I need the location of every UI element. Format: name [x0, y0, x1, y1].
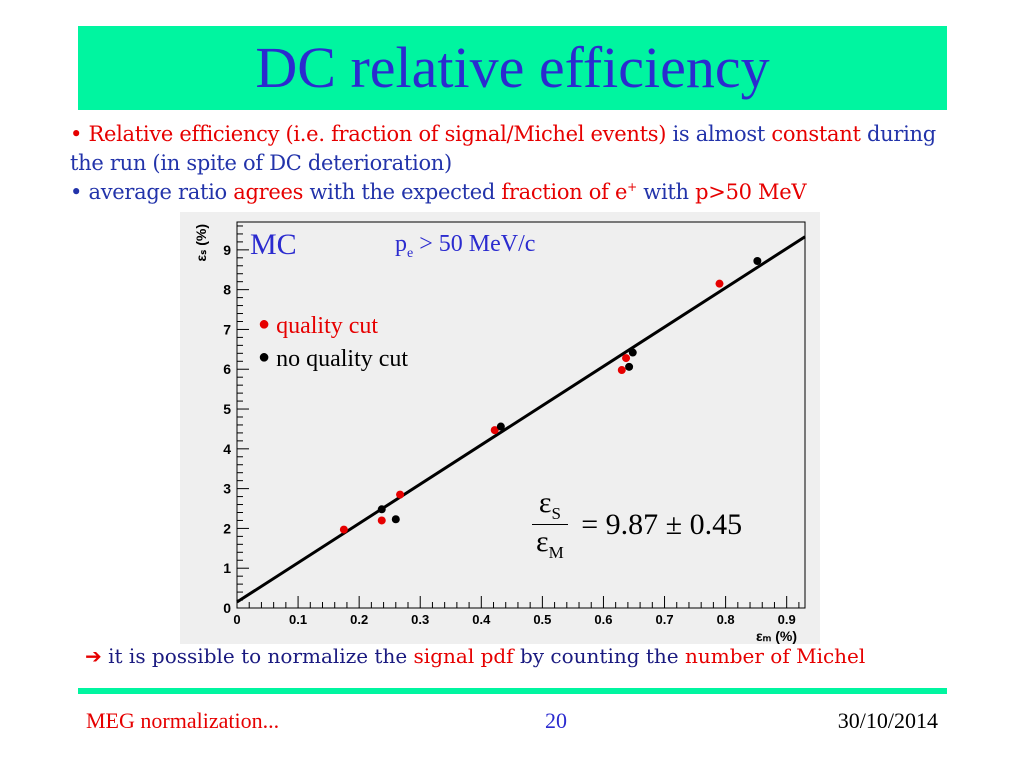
y-tick-label: 3	[223, 481, 231, 497]
footer-date: 30/10/2014	[837, 708, 938, 733]
formula-denominator: εM	[532, 524, 568, 563]
bullet-2-text-c: with the expected	[309, 180, 495, 204]
bottom-note-a: it is possible to normalize the	[108, 644, 408, 668]
no-quality-cut-point	[496, 422, 505, 431]
x-tick-label: 0.5	[533, 612, 551, 627]
bullet-1-text-b: is almost	[672, 122, 766, 146]
formula-value: = 9.87 ± 0.45	[581, 507, 743, 541]
y-tick-label: 6	[223, 361, 231, 377]
chart-panel: 0 0.1 0.2 0.3 0.4 0.5 0.6 0.7 0.8 0.9 0 1 2 3 4 5 6 7 8 9 εₘ…	[180, 212, 820, 644]
bullet-2-marker: •	[70, 180, 83, 204]
no-quality-cut-point	[625, 362, 634, 371]
legend-quality-cut: ● quality cut	[258, 313, 378, 340]
x-tick-label: 0.8	[717, 612, 735, 627]
bullet-2: • average ratio agrees with the expected…	[70, 178, 960, 207]
x-tick-label: 0.1	[289, 612, 307, 627]
positron-sup: +	[627, 180, 637, 194]
quality-cut-point	[617, 366, 626, 375]
scatter-chart: 0 0.1 0.2 0.3 0.4 0.5 0.6 0.7 0.8 0.9 0 1 2 3 4 5 6 7 8 9 εₘ…	[180, 212, 820, 644]
bullet-2-text-f: p>50 MeV	[695, 180, 807, 204]
bullet-2-fraction-text: fraction of e	[501, 180, 628, 204]
plot-frame	[236, 221, 806, 609]
y-tick-label: 0	[223, 600, 231, 616]
y-tick-label: 8	[223, 282, 231, 298]
quality-cut-point	[622, 354, 631, 363]
x-tick-label: 0.3	[411, 612, 429, 627]
bullet-1-marker: •	[70, 122, 83, 146]
x-tick-label: 0.2	[350, 612, 368, 627]
bullet-1: • Relative efficiency (i.e. fraction of …	[70, 120, 960, 178]
legend-red-dot: ●	[258, 313, 271, 335]
bullet-1-text-c: constant	[771, 122, 861, 146]
y-tick-label: 2	[223, 520, 231, 536]
ratio-formula: εS εM = 9.87 ± 0.45	[532, 486, 742, 563]
momentum-p: p	[395, 231, 407, 257]
momentum-sub: e	[407, 245, 414, 261]
footer-divider	[78, 688, 947, 694]
slide-title: DC relative efficiency	[255, 35, 770, 100]
bottom-note-c: by counting the	[519, 644, 679, 668]
quality-cut-point	[715, 279, 724, 288]
bottom-note: ➔ it is possible to normalize the signal…	[85, 644, 985, 668]
title-bar: DC relative efficiency	[78, 26, 947, 110]
no-quality-cut-point	[377, 505, 386, 514]
formula-eps-m: ε	[536, 525, 549, 558]
formula-sub-s: S	[551, 504, 561, 523]
quality-cut-point	[377, 516, 386, 525]
bullet-list: • Relative efficiency (i.e. fraction of …	[70, 120, 960, 207]
formula-fraction: εS εM	[532, 486, 568, 563]
legend-black-dot: ●	[258, 346, 271, 368]
no-quality-cut-point	[628, 348, 637, 357]
bullet-2-text-a: average ratio	[88, 180, 227, 204]
footer-title: MEG normalization...	[86, 708, 280, 733]
bullet-2-text-b: agrees	[233, 180, 304, 204]
formula-eps-s: ε	[538, 486, 552, 519]
y-tick-label: 7	[223, 321, 231, 337]
quality-cut-point	[339, 525, 348, 534]
momentum-rest: > 50 MeV/c	[413, 231, 536, 257]
y-tick-label: 9	[223, 242, 231, 258]
bottom-note-d: number of Michel	[685, 644, 866, 668]
x-axis-title: εₘ (%)	[756, 628, 797, 644]
formula-sub-m: M	[548, 543, 564, 562]
fit-line	[236, 235, 806, 604]
y-tick-label: 5	[223, 401, 231, 417]
legend-no-quality-cut: ● no quality cut	[258, 346, 408, 373]
y-tick-label: 4	[223, 441, 231, 457]
bullet-1-text-a: Relative efficiency (i.e. fraction of si…	[88, 122, 667, 146]
quality-cut-point	[396, 490, 405, 499]
x-tick-label: 0	[233, 612, 240, 627]
slide-number: 20	[545, 708, 567, 733]
bullet-2-text-e: with	[643, 180, 689, 204]
x-tick-label: 0.4	[472, 612, 491, 627]
bullet-2-text-d: fraction of e+	[501, 180, 637, 204]
bullet-1-text-d: during the run (in spite of DC deteriora…	[70, 122, 936, 175]
arrow-icon: ➔	[85, 644, 102, 668]
quality-cut-point	[490, 426, 499, 435]
mc-label: MC	[250, 228, 297, 261]
momentum-cut-label: pe > 50 MeV/c	[395, 231, 535, 262]
y-axis-title: εₛ (%)	[193, 224, 209, 262]
no-quality-cut-point	[753, 256, 762, 265]
no-quality-cut-point	[391, 515, 400, 524]
x-tick-label: 0.9	[778, 612, 796, 627]
x-tick-label: 0.7	[655, 612, 673, 627]
legend-noquality-label: no quality cut	[276, 346, 409, 372]
bottom-note-b: signal pdf	[413, 644, 514, 668]
x-tick-label: 0.6	[594, 612, 612, 627]
formula-numerator: εS	[532, 486, 568, 524]
y-tick-label: 1	[223, 560, 231, 576]
legend-quality-label: quality cut	[276, 313, 379, 339]
